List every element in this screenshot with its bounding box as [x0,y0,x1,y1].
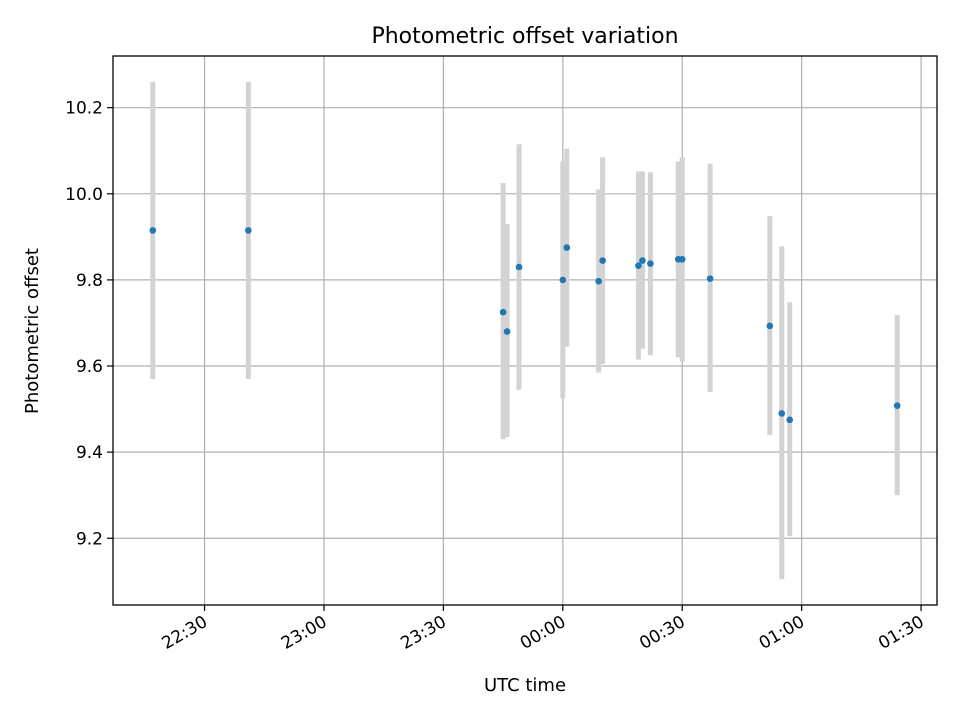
data-point [503,328,511,335]
y-tick-label: 10.0 [65,185,103,205]
data-point [706,275,714,282]
y-tick-label: 9.2 [76,529,103,549]
data-point [639,257,646,264]
y-axis-ticks: 9.2 9.4 9.6 9.8 10.0 10.2 [65,99,113,549]
data-point [149,227,157,234]
y-axis-label: Photometric offset [22,248,43,414]
chart-title: Photometric offset variation [371,24,678,49]
data-point [599,257,606,264]
data-point [245,227,252,234]
data-point [766,322,774,330]
data-point [893,402,901,409]
data-point [678,255,686,263]
grid-lines [113,56,937,605]
data-point [515,263,523,271]
plot-area-frame [112,55,938,606]
data-point [786,416,794,424]
data-points [149,227,901,424]
data-point [499,308,507,316]
data-point [778,410,786,417]
y-tick-label: 9.6 [76,357,103,377]
data-point [647,260,654,267]
y-tick-label: 9.8 [76,271,103,291]
x-axis-label: UTC time [484,675,566,696]
y-tick-label: 9.4 [76,443,103,463]
data-point [595,277,602,285]
data-point [635,262,642,269]
data-point [563,244,571,251]
data-point [559,276,567,284]
y-tick-label: 10.2 [65,99,103,119]
